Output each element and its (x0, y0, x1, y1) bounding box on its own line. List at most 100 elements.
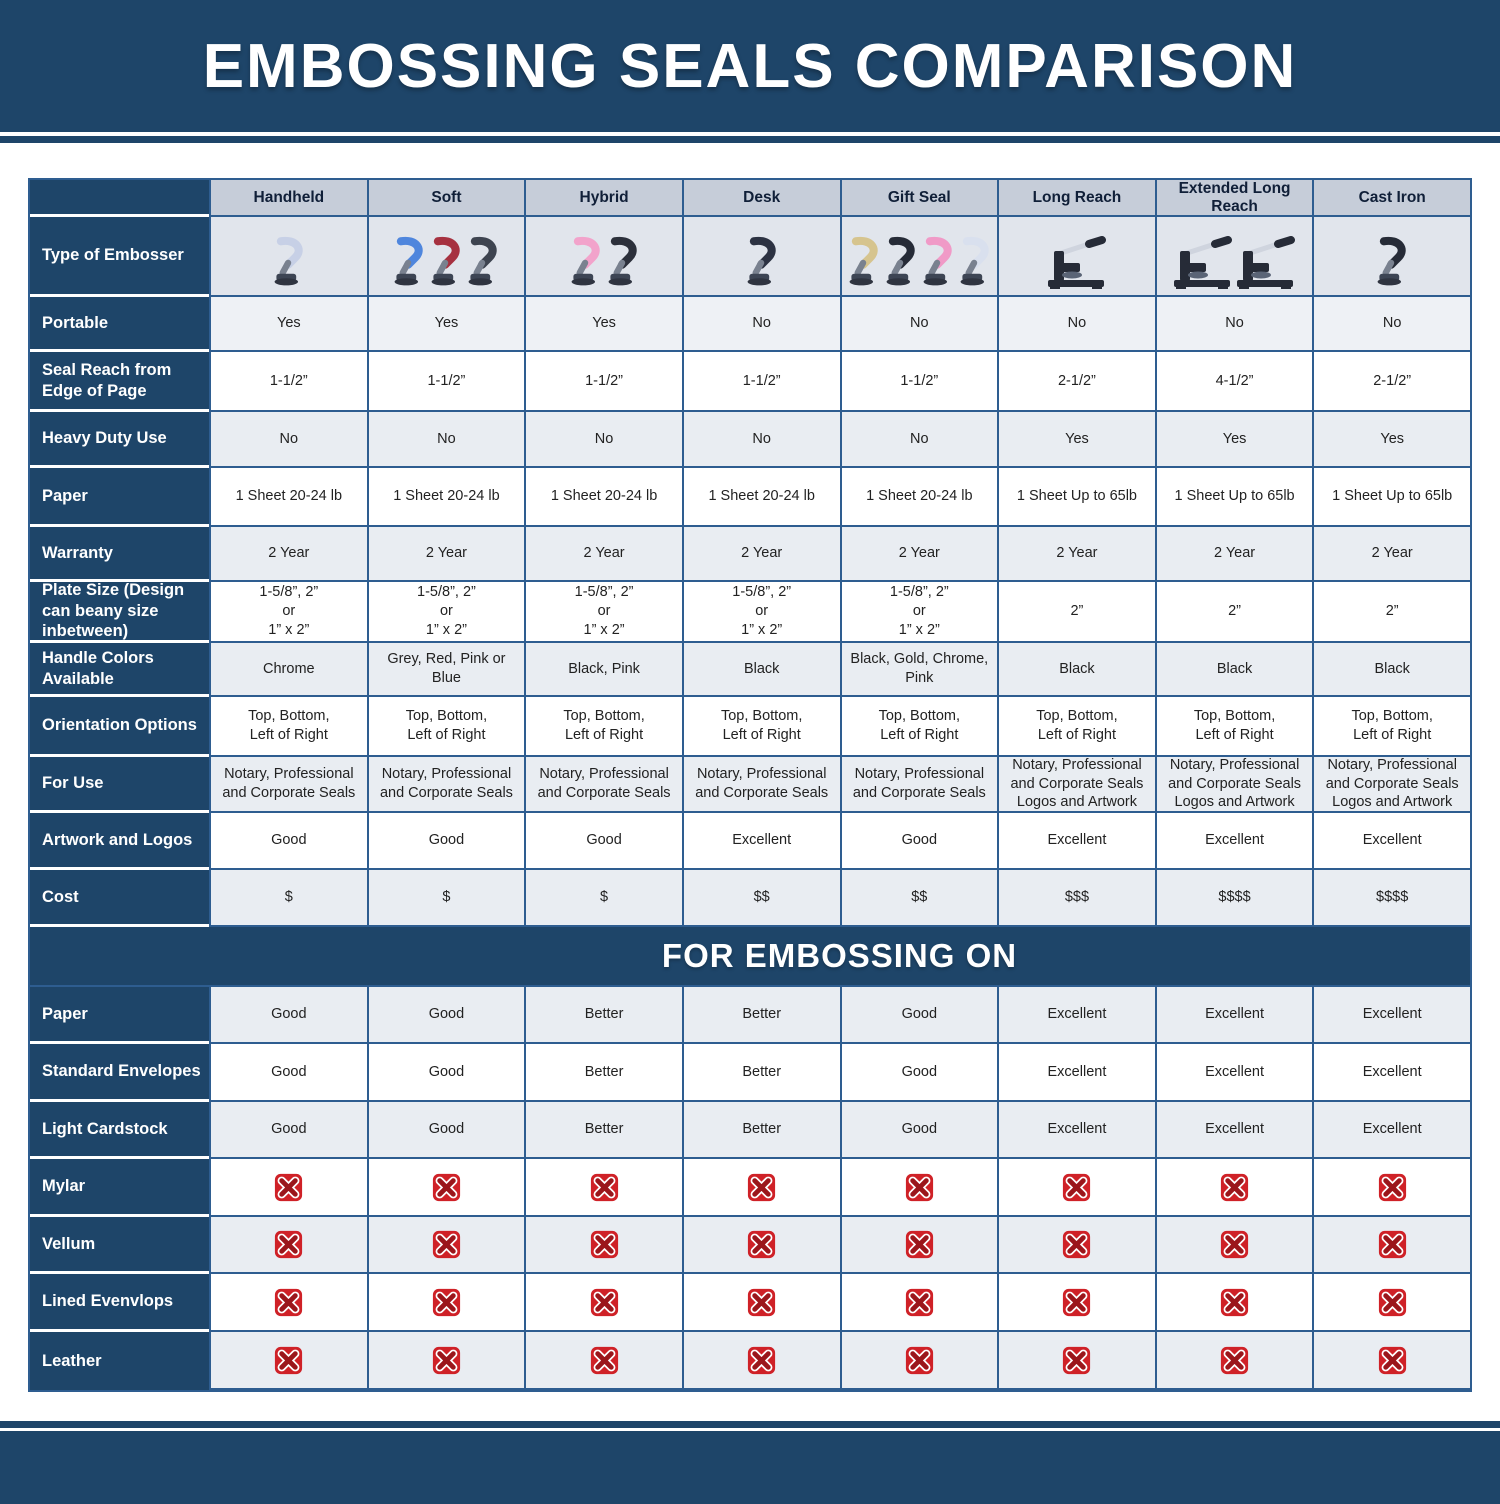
embossing-cell-light-cardstock-hybrid: Better (524, 1102, 682, 1159)
title-divider-navy (0, 136, 1500, 143)
spec-cell-heavy-duty-use-hybrid: No (524, 412, 682, 468)
spec-cell-handle-colors-available-extended-long-reach: Black (1154, 643, 1313, 697)
spec-cell-cost-gift-seal: $$ (839, 870, 998, 927)
bottom-gap (0, 1392, 1500, 1421)
spec-cell-seal-reach-from-edge-of-page-desk: 1-1/2” (681, 352, 840, 412)
embossing-cell-mylar-handheld (209, 1159, 367, 1217)
column-header-desk: Desk (681, 180, 840, 217)
red-x-icon (432, 1346, 461, 1374)
row-label-mylar: Mylar (30, 1159, 209, 1217)
top-gap (0, 143, 1500, 178)
embossing-cell-light-cardstock-desk: Better (681, 1102, 840, 1159)
embossing-cell-vellum-cast-iron (1312, 1217, 1470, 1274)
spec-cell-orientation-options-hybrid: Top, Bottom, Left of Right (524, 697, 682, 757)
spec-cell-handle-colors-available-soft: Grey, Red, Pink or Blue (366, 643, 525, 697)
spec-cell-heavy-duty-use-extended-long-reach: Yes (1154, 412, 1313, 468)
embossing-cell-vellum-soft (366, 1217, 525, 1274)
embossing-cell-light-cardstock-cast-iron: Excellent (1312, 1102, 1470, 1159)
spec-cell-orientation-options-gift-seal: Top, Bottom, Left of Right (839, 697, 998, 757)
handheld-embosser-image (274, 236, 303, 286)
embosser-image-cell (209, 217, 367, 297)
red-x-icon (275, 1230, 303, 1259)
column-header-extended-long-reach: Extended Long Reach (1154, 180, 1313, 217)
spec-cell-orientation-options-desk: Top, Bottom, Left of Right (681, 697, 840, 757)
spec-cell-cost-hybrid: $ (524, 870, 682, 927)
spec-cell-for-use-hybrid: Notary, Professional and Corporate Seals (524, 757, 682, 813)
embossing-cell-lined-evenvlops-cast-iron (1312, 1274, 1470, 1332)
spec-cell-portable-soft: Yes (366, 297, 525, 352)
red-x-icon (1220, 1346, 1249, 1374)
soft-embosser-image (395, 236, 424, 286)
embossing-cell-vellum-long-reach (997, 1217, 1155, 1274)
page-title: EMBOSSING SEALS COMPARISON (0, 0, 1500, 132)
embossing-cell-mylar-extended-long-reach (1154, 1159, 1313, 1217)
gift-seal-embosser-image (960, 236, 989, 286)
embossing-cell-mylar-desk (681, 1159, 840, 1217)
embossing-cell-vellum-desk (681, 1217, 840, 1274)
embosser-image-cell (1154, 217, 1313, 297)
spec-cell-artwork-and-logos-cast-iron: Excellent (1312, 813, 1470, 870)
embossing-cell-lined-evenvlops-long-reach (997, 1274, 1155, 1332)
red-x-icon (1063, 1288, 1091, 1316)
red-x-icon (748, 1173, 776, 1201)
spec-cell-plate-size-design-can-beany-size-inbetween-gift-seal: 1-5/8”, 2” or 1” x 2” (839, 582, 998, 643)
embossing-cell-paper-cast-iron: Excellent (1312, 987, 1470, 1044)
red-x-icon (905, 1346, 933, 1374)
spec-cell-seal-reach-from-edge-of-page-gift-seal: 1-1/2” (839, 352, 998, 412)
spec-cell-paper-extended-long-reach: 1 Sheet Up to 65lb (1154, 468, 1313, 527)
embossing-cell-lined-evenvlops-handheld (209, 1274, 367, 1332)
embosser-image-cell (524, 217, 682, 297)
spec-cell-cost-soft: $ (366, 870, 525, 927)
spec-cell-warranty-cast-iron: 2 Year (1312, 527, 1470, 582)
spec-cell-paper-handheld: 1 Sheet 20-24 lb (209, 468, 367, 527)
spec-cell-warranty-extended-long-reach: 2 Year (1154, 527, 1313, 582)
red-x-icon (1220, 1173, 1249, 1201)
embossing-cell-paper-gift-seal: Good (839, 987, 998, 1044)
embossing-cell-lined-evenvlops-soft (366, 1274, 525, 1332)
red-x-icon (432, 1173, 461, 1201)
spec-cell-seal-reach-from-edge-of-page-handheld: 1-1/2” (209, 352, 367, 412)
gift-seal-embosser-image (849, 236, 878, 286)
spec-cell-portable-long-reach: No (997, 297, 1155, 352)
row-label-artwork-and-logos: Artwork and Logos (30, 813, 209, 870)
red-x-icon (1063, 1346, 1091, 1374)
embossing-cell-leather-cast-iron (1312, 1332, 1470, 1390)
cast-iron-embosser-image (1377, 236, 1406, 286)
spec-cell-plate-size-design-can-beany-size-inbetween-hybrid: 1-5/8”, 2” or 1” x 2” (524, 582, 682, 643)
embossing-cell-mylar-long-reach (997, 1159, 1155, 1217)
red-x-icon (905, 1230, 933, 1259)
spec-cell-warranty-gift-seal: 2 Year (839, 527, 998, 582)
column-header-gift-seal: Gift Seal (839, 180, 998, 217)
spec-cell-artwork-and-logos-handheld: Good (209, 813, 367, 870)
spec-cell-portable-handheld: Yes (209, 297, 367, 352)
embossing-cell-light-cardstock-extended-long-reach: Excellent (1154, 1102, 1313, 1159)
red-x-icon (1063, 1173, 1091, 1201)
column-header-cast-iron: Cast Iron (1312, 180, 1470, 217)
spec-cell-artwork-and-logos-hybrid: Good (524, 813, 682, 870)
embossing-cell-leather-soft (366, 1332, 525, 1390)
red-x-icon (275, 1288, 303, 1316)
spec-cell-handle-colors-available-desk: Black (681, 643, 840, 697)
red-x-icon (1378, 1230, 1406, 1259)
row-label-heavy-duty-use: Heavy Duty Use (30, 412, 209, 468)
red-x-icon (1378, 1346, 1406, 1374)
row-label-light-cardstock: Light Cardstock (30, 1102, 209, 1159)
spec-cell-artwork-and-logos-soft: Good (366, 813, 525, 870)
footer-divider-navy (0, 1421, 1500, 1428)
embossing-cell-vellum-extended-long-reach (1154, 1217, 1313, 1274)
spec-cell-handle-colors-available-hybrid: Black, Pink (524, 643, 682, 697)
embossing-cell-mylar-soft (366, 1159, 525, 1217)
embossing-cell-paper-soft: Good (366, 987, 525, 1044)
spec-cell-portable-extended-long-reach: No (1154, 297, 1313, 352)
embossing-cell-lined-evenvlops-extended-long-reach (1154, 1274, 1313, 1332)
spec-cell-heavy-duty-use-desk: No (681, 412, 840, 468)
embosser-image-cell (366, 217, 525, 297)
embossing-cell-lined-evenvlops-gift-seal (839, 1274, 998, 1332)
embossing-cell-standard-envelopes-soft: Good (366, 1044, 525, 1102)
embosser-image-cell (1312, 217, 1470, 297)
row-label-plate-size-design-can-beany-size-inbetween: Plate Size (Design can beany size inbetw… (30, 581, 209, 643)
embosser-image-cell (681, 217, 840, 297)
spec-cell-artwork-and-logos-long-reach: Excellent (997, 813, 1155, 870)
spec-cell-warranty-long-reach: 2 Year (997, 527, 1155, 582)
red-x-icon (1378, 1173, 1406, 1201)
